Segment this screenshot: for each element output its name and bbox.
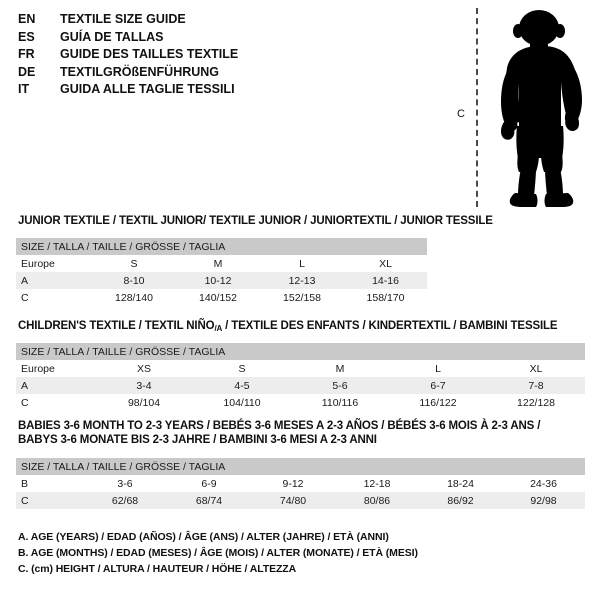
language-row: ES GUÍA DE TALLAS [18,30,318,48]
language-code: IT [18,82,30,96]
table-cell: XL [487,360,585,377]
row-label: A [16,272,92,289]
table-row: C 128/140 140/152 152/158 158/170 [16,289,428,306]
table-cell: 62/68 [83,492,167,509]
table-cell: 8-10 [92,272,176,289]
table-cell: 152/158 [260,289,344,306]
table-cell: 6-9 [167,475,251,492]
row-label: C [16,289,92,306]
table-cell: XS [95,360,193,377]
row-label: Europe [16,255,92,272]
footnote-legend: A. AGE (YEARS) / EDAD (AÑOS) / ÂGE (ANS)… [18,529,418,577]
toddler-silhouette-icon [500,10,582,207]
language-title: GUIDE DES TAILLES TEXTILE [60,47,239,61]
table-cell: 80/86 [335,492,419,509]
table-band-row: SIZE / TALLA / TAILLE / GRÖSSE / TAGLIA [16,238,428,255]
table-cell: 12-13 [260,272,344,289]
table-cell: L [260,255,344,272]
row-label: Europe [16,360,95,377]
babies-section-heading: BABIES 3-6 MONTH TO 2-3 YEARS / BEBÉS 3-… [18,419,540,447]
table-cell: M [291,360,389,377]
table-cell: 9-12 [251,475,335,492]
children-size-table: SIZE / TALLA / TAILLE / GRÖSSE / TAGLIA … [16,343,585,411]
footnote-b: B. AGE (MONTHS) / EDAD (MESES) / ÂGE (MO… [18,547,418,559]
table-band-row: SIZE / TALLA / TAILLE / GRÖSSE / TAGLIA [16,343,585,360]
language-row: FR GUIDE DES TAILLES TEXTILE [18,47,318,65]
language-code: DE [18,64,36,79]
table-row: Europe XS S M L XL [16,360,585,377]
language-row: EN TEXTILE SIZE GUIDE [18,12,318,30]
table-cell: 18-24 [419,475,502,492]
table-cell: 128/140 [92,289,176,306]
table-cell: 104/110 [193,394,291,411]
children-heading-post: / TEXTILE DES ENFANTS / KINDERTEXTIL / B… [222,320,558,332]
table-cell: 24-36 [502,475,586,492]
language-code: EN [18,12,36,26]
table-cell: 7-8 [487,377,585,394]
language-code: ES [18,29,35,44]
footnote-a: A. AGE (YEARS) / EDAD (AÑOS) / ÂGE (ANS)… [18,531,389,543]
height-dashed-line [476,8,478,207]
table-cell: 14-16 [344,272,428,289]
table-band-row: SIZE / TALLA / TAILLE / GRÖSSE / TAGLIA [16,458,586,475]
children-band-label: SIZE / TALLA / TAILLE / GRÖSSE / TAGLIA [16,343,585,360]
table-row: B 3-6 6-9 9-12 12-18 18-24 24-36 [16,475,586,492]
babies-size-table: SIZE / TALLA / TAILLE / GRÖSSE / TAGLIA … [16,458,586,509]
table-cell: 6-7 [389,377,487,394]
table-cell: 110/116 [291,394,389,411]
row-label: C [16,394,95,411]
table-cell: M [176,255,260,272]
table-cell: 140/152 [176,289,260,306]
table-cell: 5-6 [291,377,389,394]
row-label: C [16,492,83,509]
babies-band-label: SIZE / TALLA / TAILLE / GRÖSSE / TAGLIA [16,458,586,475]
height-measure-label: C [457,108,465,120]
babies-heading-line2: BABYS 3-6 MONATE BIS 2-3 JAHRE / BAMBINI… [18,434,377,446]
table-cell: 98/104 [95,394,193,411]
language-title: TEXTILGRÖßENFÜHRUNG [60,64,220,79]
row-label: B [16,475,83,492]
table-row: C 62/68 68/74 74/80 80/86 86/92 92/98 [16,492,586,509]
table-cell: 116/122 [389,394,487,411]
table-row: Europe S M L XL [16,255,428,272]
table-cell: S [193,360,291,377]
table-cell: 92/98 [502,492,586,509]
table-cell: 10-12 [176,272,260,289]
language-title: GUIDA ALLE TAGLIE TESSILI [60,82,235,96]
junior-size-table: SIZE / TALLA / TAILLE / GRÖSSE / TAGLIA … [16,238,428,306]
junior-band-label: SIZE / TALLA / TAILLE / GRÖSSE / TAGLIA [16,238,428,255]
language-title: TEXTILE SIZE GUIDE [60,12,186,26]
table-row: C 98/104 104/110 110/116 116/122 122/128 [16,394,585,411]
row-label: A [16,377,95,394]
footnote-c: C. (cm) HEIGHT / ALTURA / HAUTEUR / HÖHE… [18,563,297,575]
table-cell: 3-4 [95,377,193,394]
language-row: DE TEXTILGRÖßENFÜHRUNG [18,65,318,83]
junior-section-heading: JUNIOR TEXTILE / TEXTIL JUNIOR/ TEXTILE … [18,215,493,227]
table-cell: 158/170 [344,289,428,306]
children-heading-sub: /A [214,324,223,333]
children-section-heading: CHILDREN'S TEXTILE / TEXTIL NIÑO/A / TEX… [18,319,558,334]
table-row: A 8-10 10-12 12-13 14-16 [16,272,428,289]
language-title-block: EN TEXTILE SIZE GUIDE ES GUÍA DE TALLAS … [18,12,318,100]
table-cell: 3-6 [83,475,167,492]
table-cell: 4-5 [193,377,291,394]
children-heading-pre: CHILDREN'S TEXTILE / TEXTIL NIÑO [18,320,215,332]
table-cell: L [389,360,487,377]
language-code: FR [18,47,35,61]
table-cell: XL [344,255,428,272]
language-title: GUÍA DE TALLAS [60,29,164,44]
height-measurement-figure: C [440,4,600,209]
table-cell: 68/74 [167,492,251,509]
table-cell: S [92,255,176,272]
table-cell: 122/128 [487,394,585,411]
table-row: A 3-4 4-5 5-6 6-7 7-8 [16,377,585,394]
language-row: IT GUIDA ALLE TAGLIE TESSILI [18,82,318,100]
table-cell: 74/80 [251,492,335,509]
table-cell: 86/92 [419,492,502,509]
table-cell: 12-18 [335,475,419,492]
babies-heading-line1: BABIES 3-6 MONTH TO 2-3 YEARS / BEBÉS 3-… [18,420,541,432]
